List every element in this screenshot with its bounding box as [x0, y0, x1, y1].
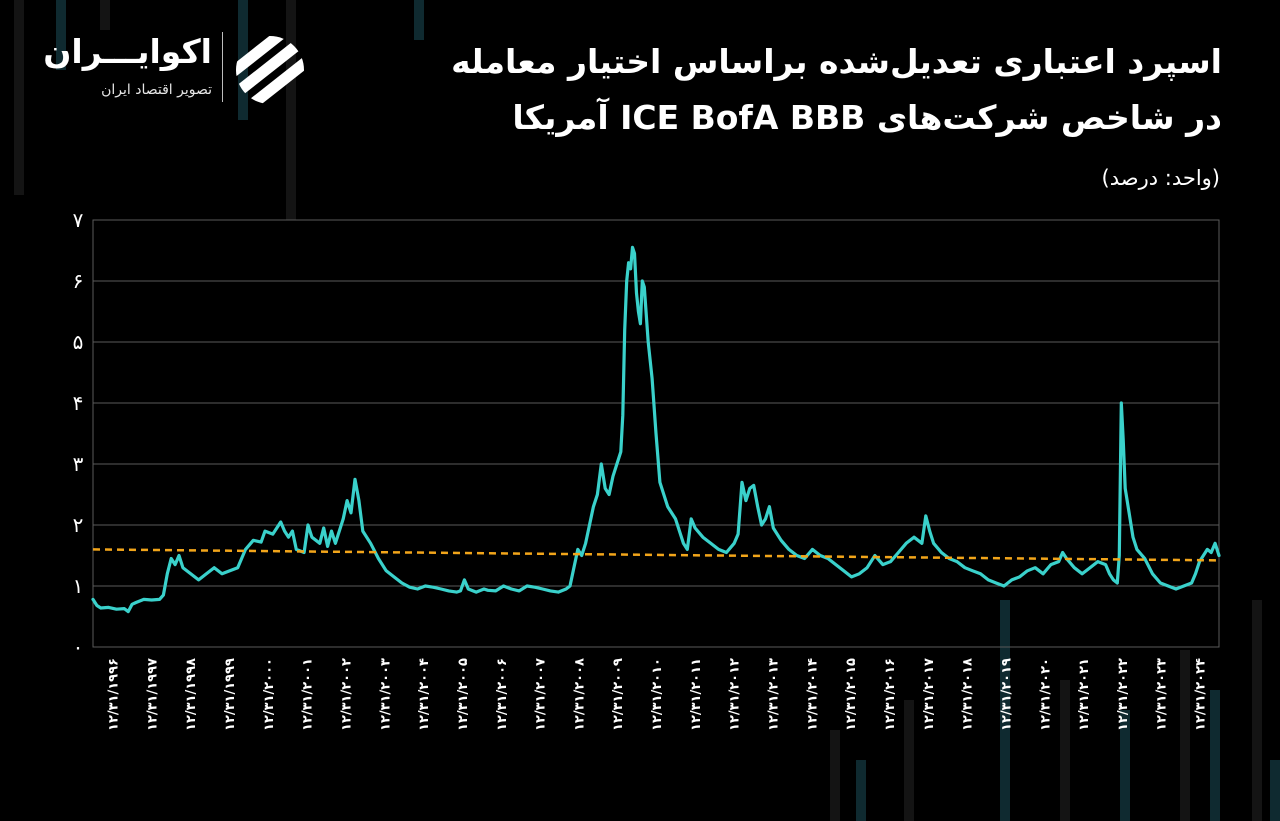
x-tick-label: ۱۲/۳۱/۲۰۲۴ — [1194, 658, 1209, 731]
x-tick-label: ۱۲/۳۱/۲۰۰۹ — [611, 658, 626, 731]
background-candle — [856, 760, 866, 821]
x-tick-label: ۱۲/۳۱/۱۹۹۸ — [184, 658, 199, 731]
x-tick-label: ۱۲/۳۱/۲۰۲۲ — [1116, 658, 1131, 731]
background-candle — [1000, 600, 1010, 821]
unit-label: (واحد: درصد) — [1101, 166, 1220, 190]
x-tick-label: ۱۲/۳۱/۱۹۹۷ — [145, 658, 160, 731]
x-tick-label: ۱۲/۳۱/۲۰۰۰ — [262, 658, 277, 731]
x-tick-label: ۱۲/۳۱/۲۰۰۴ — [417, 658, 432, 731]
x-tick-label: ۱۲/۳۱/۲۰۱۸ — [961, 658, 976, 731]
y-tick-label: ۳ — [73, 452, 84, 476]
plot-frame — [92, 219, 1220, 648]
x-tick-label: ۱۲/۳۱/۲۰۱۲ — [728, 658, 743, 731]
x-tick-label: ۱۲/۳۱/۲۰۱۰ — [650, 658, 665, 731]
background-candle — [100, 0, 110, 30]
background-candle — [1180, 650, 1190, 821]
x-tick-label: ۱۲/۳۱/۲۰۱۳ — [767, 658, 782, 731]
background-candle — [1270, 760, 1280, 821]
x-tick-label: ۱۲/۳۱/۲۰۰۷ — [534, 658, 549, 731]
y-axis-ticks: ۰ ۱ ۲ ۳ ۴ ۵ ۶ ۷ — [73, 208, 84, 659]
x-tick-label: ۱۲/۳۱/۲۰۰۳ — [378, 658, 393, 731]
x-tick-label: ۱۲/۳۱/۲۰۱۱ — [689, 658, 704, 731]
x-tick-label: ۱۲/۳۱/۲۰۰۲ — [339, 658, 354, 731]
x-tick-label: ۱۲/۳۱/۱۹۹۶ — [107, 658, 122, 731]
x-tick-label: ۱۲/۳۱/۲۰۱۹ — [999, 658, 1014, 731]
x-tick-label: ۱۲/۳۱/۲۰۰۵ — [456, 658, 471, 731]
background-candle — [14, 0, 24, 195]
x-tick-label: ۱۲/۳۱/۲۰۰۱ — [301, 658, 316, 731]
logo-name: اکوایـــران — [43, 32, 212, 71]
y-tick-label: ۶ — [73, 269, 84, 293]
background-candle — [1210, 690, 1220, 821]
y-tick-label: ۱ — [73, 574, 84, 598]
x-tick-label: ۱۲/۳۱/۲۰۱۴ — [805, 658, 820, 731]
x-tick-label: ۱۲/۳۱/۲۰۰۶ — [495, 658, 510, 731]
x-tick-label: ۱۲/۳۱/۲۰۲۱ — [1077, 658, 1092, 731]
swirl-logo-icon — [236, 36, 304, 104]
y-tick-label: ۴ — [73, 391, 84, 415]
x-tick-label: ۱۲/۳۱/۲۰۱۷ — [922, 658, 937, 731]
x-tick-label: ۱۲/۳۱/۲۰۱۵ — [844, 658, 859, 731]
series-layer — [91, 245, 1221, 614]
logo-tagline: تصویر اقتصاد ایران — [101, 82, 212, 98]
background-candle — [414, 0, 424, 40]
logo-divider — [222, 32, 223, 102]
x-tick-label: ۱۲/۳۱/۲۰۲۳ — [1155, 658, 1170, 731]
background-candle — [904, 700, 914, 821]
background-candle — [56, 0, 66, 70]
y-tick-label: ۲ — [73, 513, 84, 537]
y-tick-label: ۰ — [73, 635, 84, 659]
trend-line — [92, 548, 1220, 562]
x-tick-label: ۱۲/۳۱/۲۰۲۰ — [1038, 658, 1053, 731]
background-candle — [830, 730, 840, 821]
background-candle — [1252, 600, 1262, 821]
x-tick-label: ۱۲/۳۱/۲۰۰۸ — [572, 658, 587, 731]
series-line — [91, 245, 1221, 614]
y-tick-label: ۵ — [73, 330, 84, 354]
x-tick-label: ۱۲/۳۱/۱۹۹۹ — [223, 658, 238, 731]
x-axis-ticks: ۱۲/۳۱/۱۹۹۶ ۱۲/۳۱/۱۹۹۷ ۱۲/۳۱/۱۹۹۸ ۱۲/۳۱/۱۹۹۹… — [107, 658, 1209, 731]
x-tick-label: ۱۲/۳۱/۲۰۱۶ — [883, 658, 898, 731]
background-candle — [1060, 680, 1070, 821]
chart-title-line-1: اسپرد اعتباری تعدیل‌شده براساس اختیار مع… — [451, 42, 1222, 81]
background-candle — [1120, 710, 1130, 821]
brand-logo: اکوایـــران تصویر اقتصاد ایران — [43, 30, 316, 110]
y-tick-label: ۷ — [73, 208, 84, 232]
background-candle — [286, 0, 296, 220]
chart-title-line-2: در شاخص شرکت‌های ICE BofA BBB آمریکا — [512, 98, 1222, 137]
